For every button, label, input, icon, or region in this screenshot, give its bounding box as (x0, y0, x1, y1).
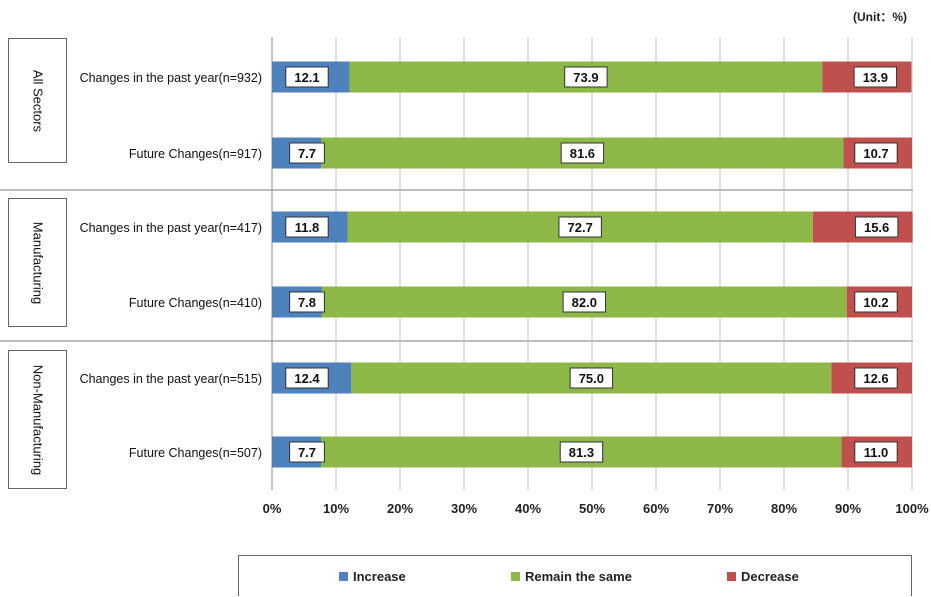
data-label-box (289, 291, 325, 313)
data-label-box (559, 441, 604, 463)
data-label: 11.0 (864, 445, 889, 460)
x-tick-label: 100% (895, 501, 929, 516)
data-label-box (854, 216, 899, 238)
category-label: Future Changes(n=507) (129, 446, 262, 460)
x-tick-label: 20% (387, 501, 413, 516)
group-box-all-sectors: All Sectors (8, 38, 67, 163)
data-label: 13.9 (863, 70, 888, 85)
data-label-box (562, 291, 607, 313)
data-label-box (569, 367, 614, 389)
data-label: 73.9 (573, 70, 598, 85)
group-box-non-manufacturing: Non-Manufacturing (8, 350, 67, 489)
legend-item-increase: Increase (339, 569, 406, 584)
legend-swatch-remain-the-same (511, 572, 520, 581)
data-label-box (560, 142, 605, 164)
group-box-manufacturing: Manufacturing (8, 198, 67, 327)
x-tick-label: 50% (579, 501, 605, 516)
data-label: 81.3 (569, 445, 594, 460)
unit-note: (Unit：%) (853, 10, 907, 24)
category-label: Changes in the past year(n=515) (80, 372, 262, 386)
data-label-box (854, 441, 898, 463)
x-tick-label: 70% (707, 501, 733, 516)
category-label: Future Changes(n=917) (129, 147, 262, 161)
category-label: Future Changes(n=410) (129, 296, 262, 310)
group-separator (0, 340, 913, 342)
x-tick-label: 80% (771, 501, 797, 516)
data-label: 72.7 (568, 220, 593, 235)
legend-item-decrease: Decrease (727, 569, 799, 584)
x-tick-label: 10% (323, 501, 349, 516)
data-label-box (285, 367, 329, 389)
data-label-box (854, 142, 898, 164)
data-label-box (853, 66, 898, 88)
data-label: 7.8 (298, 295, 316, 310)
legend: Increase Remain the same Decrease (238, 555, 912, 596)
data-label: 15.6 (864, 220, 889, 235)
x-tick-label: 0% (263, 501, 282, 516)
legend-swatch-increase (339, 572, 348, 581)
data-label-box (289, 142, 325, 164)
data-label-box (285, 66, 329, 88)
legend-label-decrease: Decrease (741, 569, 799, 584)
data-label: 75.0 (579, 371, 604, 386)
data-label: 82.0 (572, 295, 597, 310)
data-label: 7.7 (298, 445, 316, 460)
data-label: 11.8 (295, 220, 320, 235)
data-label-box (854, 291, 898, 313)
group-separator (0, 189, 913, 191)
data-label: 12.1 (294, 70, 319, 85)
legend-label-remain-the-same: Remain the same (525, 569, 632, 584)
category-label: Changes in the past year(n=932) (80, 71, 262, 85)
data-label-box (289, 441, 325, 463)
data-label: 12.6 (863, 371, 888, 386)
x-tick-label: 40% (515, 501, 541, 516)
legend-swatch-decrease (727, 572, 736, 581)
data-label-box (285, 216, 329, 238)
data-label: 12.4 (294, 371, 320, 386)
data-label: 7.7 (298, 146, 316, 161)
data-label-box (564, 66, 608, 88)
category-label: Changes in the past year(n=417) (80, 221, 262, 235)
data-label-box (854, 367, 898, 389)
x-tick-label: 30% (451, 501, 477, 516)
legend-label-increase: Increase (353, 569, 406, 584)
x-tick-label: 60% (643, 501, 669, 516)
data-label: 10.7 (863, 146, 888, 161)
legend-item-remain-the-same: Remain the same (511, 569, 632, 584)
data-label: 10.2 (863, 295, 888, 310)
data-label: 81.6 (570, 146, 595, 161)
data-label-box (558, 216, 602, 238)
x-tick-label: 90% (835, 501, 861, 516)
